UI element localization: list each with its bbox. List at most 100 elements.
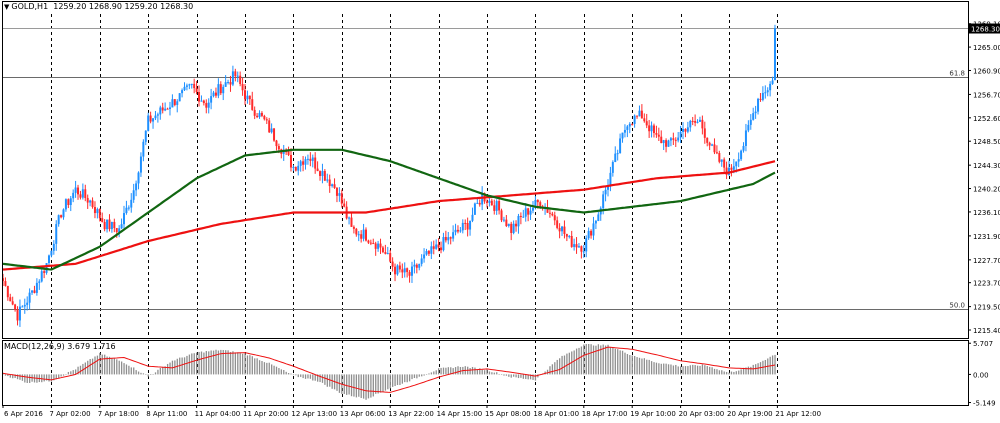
macd-histogram-bar bbox=[118, 360, 120, 375]
macd-histogram-bar bbox=[50, 374, 53, 382]
macd-histogram-bar bbox=[193, 353, 195, 375]
ohlc-readout: 1259.20 1268.90 1259.20 1268.30 bbox=[53, 2, 194, 11]
macd-histogram-bar bbox=[254, 358, 256, 375]
candle-body bbox=[669, 138, 672, 141]
moving-averages bbox=[2, 148, 776, 271]
macd-histogram-bar bbox=[704, 365, 706, 375]
candle-body bbox=[355, 228, 358, 235]
candle-body bbox=[275, 140, 278, 147]
candle-body bbox=[410, 266, 413, 276]
candle-body bbox=[548, 212, 551, 214]
macd-histogram-bar bbox=[423, 374, 425, 376]
candle-body bbox=[718, 152, 721, 162]
macd-histogram-bar bbox=[706, 366, 708, 375]
candle-body bbox=[248, 95, 251, 100]
macd-histogram-bar bbox=[198, 351, 200, 375]
macd-histogram-bar bbox=[300, 374, 302, 377]
candle-body bbox=[91, 200, 94, 208]
candle-body bbox=[214, 92, 217, 96]
candle-body bbox=[207, 102, 210, 108]
macd-histogram-bar bbox=[196, 352, 198, 375]
macd-histogram-bar bbox=[636, 357, 638, 375]
macd-histogram-bar bbox=[62, 374, 65, 376]
macd-histogram-bar bbox=[619, 350, 621, 375]
candle-body bbox=[621, 132, 624, 139]
macd-histogram-bar bbox=[239, 352, 241, 375]
candle-body bbox=[708, 142, 711, 146]
candle-body bbox=[744, 130, 747, 146]
candle-body bbox=[161, 107, 164, 111]
candle-body bbox=[609, 172, 612, 186]
candle-body bbox=[297, 165, 300, 171]
candle-body bbox=[655, 133, 658, 135]
macd-histogram-bar bbox=[442, 367, 445, 375]
candle-body bbox=[623, 129, 626, 133]
candle-body bbox=[178, 93, 181, 102]
macd-histogram-bar bbox=[653, 362, 655, 375]
macd-histogram-bar bbox=[164, 366, 166, 375]
candle-body bbox=[123, 213, 125, 225]
candle-body bbox=[125, 207, 128, 214]
macd-histogram-bar bbox=[157, 369, 159, 375]
candle-body bbox=[456, 229, 459, 232]
macd-histogram-bar bbox=[573, 350, 575, 375]
macd-histogram-bar bbox=[188, 354, 191, 375]
candle-body bbox=[81, 189, 84, 198]
macd-histogram-bar bbox=[326, 374, 328, 387]
candle-body bbox=[149, 115, 152, 122]
macd-histogram-bar bbox=[522, 374, 524, 379]
macd-histogram-bar bbox=[559, 358, 561, 375]
macd-histogram-bar bbox=[723, 371, 725, 375]
macd-histogram-bar bbox=[561, 355, 563, 375]
macd-histogram-bar bbox=[186, 355, 188, 375]
candle-body bbox=[580, 246, 583, 252]
candle-body bbox=[360, 234, 363, 239]
macd-histogram-bar bbox=[208, 351, 210, 375]
macd-histogram-bar bbox=[546, 369, 549, 375]
macd-histogram-bar bbox=[295, 374, 297, 376]
candle-body bbox=[592, 223, 595, 236]
price-axis: 1269.101265.001260.901256.701252.601248.… bbox=[968, 21, 1000, 408]
candle-body bbox=[166, 108, 169, 110]
macd-histogram-bar bbox=[515, 374, 517, 378]
macd-histogram-bar bbox=[699, 365, 701, 375]
macd-histogram-bar bbox=[94, 356, 96, 375]
candle-body bbox=[636, 115, 639, 117]
macd-histogram-bar bbox=[203, 352, 205, 375]
macd-histogram-bar bbox=[4, 374, 7, 376]
macd-histogram-bar bbox=[505, 374, 508, 376]
candle-body bbox=[747, 124, 750, 131]
candle-body bbox=[667, 140, 670, 147]
candle-body bbox=[561, 226, 564, 232]
macd-histogram-bar bbox=[602, 344, 604, 375]
candle-body bbox=[515, 223, 518, 227]
candle-body bbox=[6, 285, 9, 298]
macd-histogram-bar bbox=[229, 352, 232, 375]
candle-body bbox=[640, 110, 643, 119]
macd-histogram-bar bbox=[113, 358, 116, 375]
candle-body bbox=[270, 128, 273, 133]
candle-body bbox=[478, 202, 481, 205]
time-tick-label: 14 Apr 15:00 bbox=[437, 410, 483, 418]
candle-body bbox=[304, 159, 307, 165]
macd-histogram-bar bbox=[258, 360, 261, 375]
candle-body bbox=[437, 244, 440, 248]
macd-histogram-bar bbox=[321, 374, 324, 383]
macd-histogram-bar bbox=[280, 369, 282, 375]
candle-body bbox=[115, 228, 118, 232]
candle-body bbox=[435, 244, 438, 249]
candle-body bbox=[512, 223, 515, 233]
macd-histogram-bar bbox=[742, 367, 745, 375]
macd-histogram-bar bbox=[45, 374, 48, 381]
candle-body bbox=[338, 193, 341, 196]
macd-histogram-bar bbox=[9, 374, 11, 378]
candle-body bbox=[130, 199, 133, 208]
candle-body bbox=[650, 125, 653, 132]
macd-histogram-bar bbox=[416, 374, 418, 379]
macd-histogram-bar bbox=[312, 374, 314, 381]
macd-histogram-bar bbox=[181, 357, 183, 375]
macd-histogram-bar bbox=[491, 372, 493, 375]
collapse-triangle-icon[interactable]: ▼ bbox=[4, 3, 10, 11]
candle-body bbox=[432, 246, 435, 249]
